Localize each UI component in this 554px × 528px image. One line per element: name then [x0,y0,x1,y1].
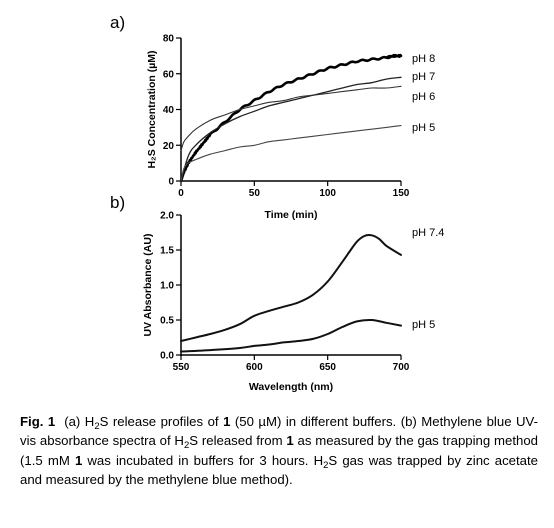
series-line-ph-7 [180,76,402,182]
x-tick-label: 150 [393,188,410,199]
y-axis-label: H₂S Concentration (µM) [146,50,158,168]
y-axis-label: UV Absorbance (AU) [142,234,154,337]
x-tick-label: 550 [173,362,190,373]
y-tick-label: 1.5 [160,246,174,257]
series-label: pH 8 [412,53,435,65]
x-axis-label: Time (min) [265,209,318,221]
y-tick-label: 60 [163,69,175,80]
x-tick-label: 650 [319,362,336,373]
y-tick-label: 80 [163,34,175,45]
series-label: pH 6 [412,91,435,103]
series-label: pH 5 [412,319,435,331]
series-label: pH 7 [412,71,435,83]
y-tick-label: 0.5 [160,316,174,327]
y-tick-label: 1.0 [160,281,174,292]
series-line-ph-5 [180,125,402,182]
y-tick-label: 2.0 [160,211,174,222]
series-line-ph-6 [180,85,402,152]
panel-label: b) [110,193,125,212]
series-label: pH 5 [412,122,435,134]
series-line-ph-7-4 [180,234,402,342]
figure-caption: Fig. 1 (a) H2S release profiles of 1 (50… [20,414,539,488]
y-tick-label: 0 [168,177,174,188]
caption-label: Fig. 1 [20,414,56,429]
x-tick-label: 600 [246,362,263,373]
x-tick-label: 0 [178,188,184,199]
series-line-ph-5 [180,318,402,353]
y-tick-label: 0.0 [160,351,174,362]
series-line-ph-8 [179,53,403,183]
x-axis-label: Wavelength (nm) [249,381,333,393]
figure: a) 0 20 40 60 80 0 50 100 150 Time (min) H₂S Concen… [110,13,444,393]
panel-label: a) [110,13,125,32]
y-tick-label: 40 [163,105,175,116]
x-tick-label: 100 [319,188,336,199]
y-tick-label: 20 [163,141,175,152]
series-label: pH 7.4 [412,227,444,239]
x-tick-label: 50 [249,188,261,199]
x-tick-label: 700 [393,362,410,373]
